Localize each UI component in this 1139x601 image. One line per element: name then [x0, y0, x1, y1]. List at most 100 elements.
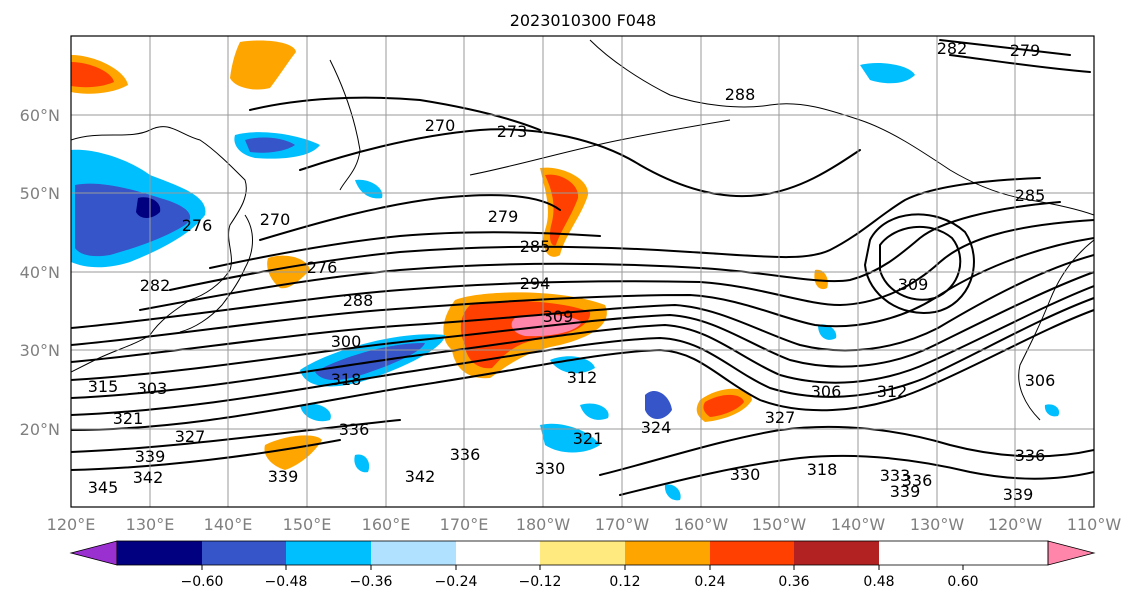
colorbar-tick-label: −0.12 — [519, 574, 562, 590]
lat-tick-label: 40°N — [20, 263, 60, 282]
shade-negative-strong — [75, 183, 191, 257]
shaded-anomaly-fields — [71, 40, 1060, 501]
colorbar-swatch — [371, 541, 456, 565]
colorbar-extend-min — [69, 540, 118, 566]
contour-label: 279 — [488, 207, 519, 226]
contour-labels: 282 279 270 273 288 285 279 276 270 276 … — [88, 39, 1056, 504]
map-frame — [70, 35, 1095, 508]
shade-negative — [355, 179, 383, 199]
shade-negative — [354, 454, 370, 473]
colorbar-swatch — [794, 541, 879, 565]
lat-tick-label: 60°N — [20, 106, 60, 125]
shade-positive — [264, 435, 322, 470]
contour-label: 285 — [520, 237, 551, 256]
colorbar-swatch — [286, 541, 371, 565]
colorbar-tick-labels: −0.60 −0.48 −0.36 −0.24 −0.12 0.12 0.24 … — [181, 574, 979, 590]
contour-label: 339 — [890, 482, 921, 501]
colorbar-tick-label: 0.12 — [609, 574, 640, 590]
contour-label: 309 — [898, 275, 929, 294]
lon-tick-labels: 120°E 130°E 140°E 150°E 160°E 170°E 180°… — [47, 515, 1122, 534]
contour-label: 336 — [902, 471, 933, 490]
lon-tick-label: 120°W — [988, 515, 1043, 534]
coastline-alaska — [589, 39, 1094, 216]
contour-label: 318 — [807, 460, 838, 479]
contour-label: 270 — [260, 210, 291, 229]
shade-negative-strong — [245, 137, 295, 153]
colorbar-tick-label: −0.48 — [265, 574, 308, 590]
contour-line — [169, 177, 1041, 291]
shade-positive — [230, 40, 296, 90]
lat-tick-label: 50°N — [20, 184, 60, 203]
contour-label: 345 — [88, 478, 119, 497]
lon-tick-label: 150°E — [283, 515, 332, 534]
contour-label: 306 — [1025, 371, 1056, 390]
contour-label: 276 — [182, 216, 213, 235]
contour-label: 336 — [450, 445, 481, 464]
contour-line — [864, 213, 975, 314]
shade-negative — [550, 356, 595, 374]
contour-label: 342 — [133, 468, 164, 487]
lon-tick-label: 150°W — [752, 515, 807, 534]
lon-tick-label: 180°W — [516, 515, 571, 534]
contour-label: 336 — [1015, 446, 1046, 465]
shade-negative-strong — [645, 390, 672, 419]
contour-label: 303 — [137, 379, 168, 398]
contour-label: 273 — [497, 122, 528, 141]
contour-label: 300 — [331, 332, 362, 351]
colorbar-tick-label: −0.36 — [350, 574, 393, 590]
contour-line — [71, 219, 1094, 329]
colorbar-tick-label: 0.60 — [947, 574, 978, 590]
shade-negative — [540, 423, 600, 453]
colorbar-tick-label: 0.36 — [778, 574, 809, 590]
coastline-aleutians — [469, 119, 731, 176]
contour-label: 327 — [765, 408, 796, 427]
colorbar-tick-label: 0.24 — [694, 574, 725, 590]
shade-negative-core — [136, 197, 161, 218]
contour-label: 342 — [405, 467, 436, 486]
colorbar-swatch — [117, 541, 202, 565]
height-contours — [71, 39, 1094, 496]
contour-line — [71, 419, 401, 453]
contour-label: 330 — [730, 465, 761, 484]
contour-line — [249, 96, 541, 131]
lon-tick-label: 140°E — [204, 515, 253, 534]
lon-tick-label: 160°E — [362, 515, 411, 534]
colorbar-swatch — [625, 541, 710, 565]
shade-positive-strong — [545, 174, 579, 246]
contour-label: 288 — [343, 291, 374, 310]
coastlines — [71, 39, 1094, 421]
colorbar: −0.60 −0.48 −0.36 −0.24 −0.12 0.12 0.24 … — [69, 540, 1096, 590]
contour-line — [71, 254, 1094, 363]
contour-line — [299, 128, 861, 198]
contour-line — [949, 54, 1091, 73]
contour-line — [139, 201, 1061, 311]
contour-label: 312 — [567, 368, 598, 387]
colorbar-swatch — [710, 541, 794, 565]
contour-line — [71, 271, 1094, 381]
contour-label: 288 — [725, 85, 756, 104]
contour-line — [599, 425, 1094, 476]
contour-line — [619, 454, 1094, 496]
lon-tick-label: 140°W — [831, 515, 886, 534]
contour-line — [71, 309, 1094, 431]
shade-positive — [814, 269, 828, 290]
contour-label: 306 — [811, 382, 842, 401]
contour-line — [71, 297, 1094, 416]
coastline-kamchatka — [329, 59, 361, 191]
colorbar-swatch — [540, 541, 625, 565]
contour-line — [939, 39, 1071, 56]
map-title: 2023010300 F048 — [510, 11, 657, 30]
lon-tick-label: 170°W — [595, 515, 650, 534]
contour-line — [71, 285, 1094, 399]
shade-negative — [860, 63, 915, 84]
shade-negative — [580, 403, 609, 420]
contour-label: 276 — [307, 258, 338, 277]
lon-tick-label: 170°E — [440, 515, 489, 534]
contour-label: 321 — [573, 429, 604, 448]
contour-line — [209, 231, 601, 269]
contour-label: 315 — [88, 377, 119, 396]
contour-label: 339 — [268, 467, 299, 486]
contour-label: 324 — [641, 418, 672, 437]
coastline-asia — [71, 126, 247, 373]
